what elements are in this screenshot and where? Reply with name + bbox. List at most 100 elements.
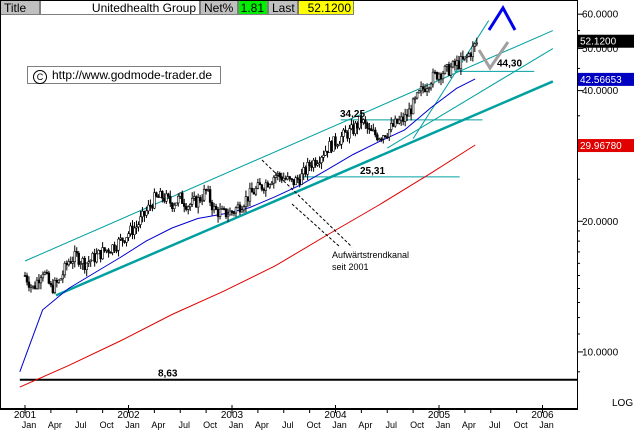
candle-body [109,252,112,254]
x-month-label: Apr [462,420,476,430]
level-annotation: 44,30 [497,58,522,69]
candle-body [328,141,331,153]
candle-body [79,263,82,265]
candle-body [232,212,236,214]
candle-body [264,182,268,191]
candle-body [463,56,467,60]
candle-body [149,204,152,207]
candle-body [344,129,347,133]
last-label: Last [268,0,298,15]
price-tag-label-last: 52.1200 [580,37,617,48]
candle-body [155,192,158,197]
candle-body [405,114,409,117]
candle-body [43,272,47,275]
candle-body [143,210,146,216]
candle-body [316,163,319,166]
x-month-label: Apr [255,420,269,430]
candle-body [415,92,419,99]
candle-body [459,56,463,69]
candle-body [348,128,351,139]
candle-body [431,71,435,85]
y-tick-label: 50.0000 [582,44,619,55]
level-annotation: 34,25 [340,109,365,120]
candle-body [167,193,170,197]
candle-body [103,247,106,252]
candle-body [105,249,108,252]
candle-body [306,162,309,175]
candle-body [192,196,196,199]
candle-body [55,280,59,283]
channel-note-line2: seit 2001 [332,262,369,272]
candle-body [419,86,423,92]
candle-body [384,135,387,138]
candle-body [320,157,323,164]
candle-body [286,176,289,180]
candle-body [153,192,156,209]
candle-body [204,189,208,191]
candle-body [119,237,122,240]
candle-body [268,184,272,188]
candle-body [342,129,345,137]
candle-body [260,184,264,190]
candle-body [272,177,275,184]
candle-body [469,53,473,57]
candle-body [189,204,192,208]
candle-body [137,224,140,228]
x-month-label: Jul [178,420,190,430]
candle-body [67,261,70,266]
candle-body [179,192,182,197]
candle-body [145,210,148,216]
candle-body [117,238,120,251]
candle-body [83,257,86,270]
candle-body [433,71,437,74]
x-year-label: 2005 [428,410,451,421]
candle-body [411,98,415,115]
candle-body [51,284,55,293]
candle-body [256,182,260,189]
candle-body [87,261,90,264]
candle-body [471,45,475,57]
candle-body [111,244,114,253]
candle-body [298,179,301,185]
x-month-label: Jan [332,420,347,430]
candle-body [59,278,63,281]
title-label: Title [0,0,40,15]
candle-body [171,202,174,209]
candle-body [127,233,130,238]
candle-body [258,182,262,186]
candle-body [135,226,138,229]
candle-body [290,178,293,180]
candle-body [318,162,321,165]
candle-body [236,204,240,209]
x-year-label: 2001 [14,410,37,421]
candle-body [374,129,377,136]
candle-body [284,177,287,180]
candle-body [185,206,188,210]
candle-body [300,173,303,185]
candle-body [336,145,339,147]
candle-body [366,123,369,129]
candle-body [69,261,72,264]
candle-body [47,272,51,284]
candle-body [113,244,116,251]
candle-body [216,209,220,217]
candle-body [370,128,373,132]
candle-body [310,165,313,168]
candle-body [292,179,295,186]
candle-body [392,123,395,127]
candle-body [97,250,100,255]
candle-body [401,116,405,122]
candle-body [266,182,270,188]
candle-body [282,177,285,181]
candle-body [250,187,254,193]
candle-body [409,108,413,115]
candle-body [451,60,455,68]
candle-body [439,73,443,80]
candle-body [27,281,31,288]
x-month-label: Jan [436,420,451,430]
candle-body [394,118,397,127]
candle-body [73,251,76,262]
log-scale-label: LOG [612,398,633,409]
candle-body [218,208,222,217]
candle-body [53,280,57,293]
